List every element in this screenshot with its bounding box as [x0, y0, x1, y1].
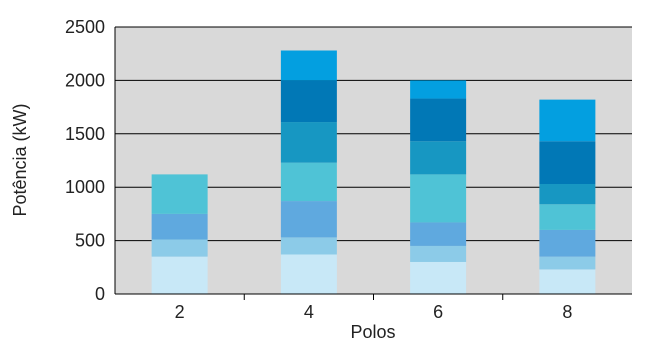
bar-segment [410, 80, 467, 99]
bar-segment [539, 256, 596, 270]
x-tick-labels: 2 4 6 8 [175, 294, 572, 322]
y-tick-label: 500 [75, 231, 105, 251]
y-tick-label: 1000 [65, 177, 105, 197]
bar-segment [539, 229, 596, 257]
bar-segment [280, 50, 337, 81]
bar-segment [410, 98, 467, 142]
bar-segment [280, 201, 337, 238]
bar-segment [410, 174, 467, 223]
x-tick-label: 8 [562, 302, 572, 322]
y-tick-label: 0 [95, 284, 105, 304]
bar-stack-4 [280, 50, 337, 294]
y-tick-labels: 0 500 1000 1500 2000 2500 [65, 17, 105, 304]
bar-segment [410, 222, 467, 246]
bar-segment [280, 254, 337, 294]
x-axis-title: Polos [350, 322, 395, 342]
y-axis-title: Potência (kW) [10, 103, 30, 216]
bar-segment [410, 261, 467, 294]
y-tick-label: 1500 [65, 124, 105, 144]
bar-stacks [151, 50, 596, 294]
bar-segment [410, 141, 467, 175]
x-tick-label: 6 [433, 302, 443, 322]
bar-segment [151, 174, 208, 214]
bar-stack-8 [539, 99, 596, 294]
bar-segment [280, 80, 337, 123]
bar-stack-6 [410, 80, 467, 294]
bar-segment [410, 245, 467, 262]
bar-segment [539, 99, 596, 142]
bar-segment [151, 256, 208, 294]
y-tick-label: 2500 [65, 17, 105, 37]
bar-segment [151, 213, 208, 240]
bar-segment [280, 237, 337, 255]
bar-segment [539, 183, 596, 205]
y-tick-label: 2000 [65, 70, 105, 90]
x-tick-label: 2 [175, 302, 185, 322]
bar-segment [280, 162, 337, 202]
bar-segment [280, 122, 337, 163]
bar-stack-2 [151, 174, 208, 294]
bar-segment [539, 141, 596, 184]
bar-segment [539, 204, 596, 230]
bar-segment [539, 269, 596, 294]
x-tick-label: 4 [304, 302, 314, 322]
bar-segment [151, 239, 208, 257]
